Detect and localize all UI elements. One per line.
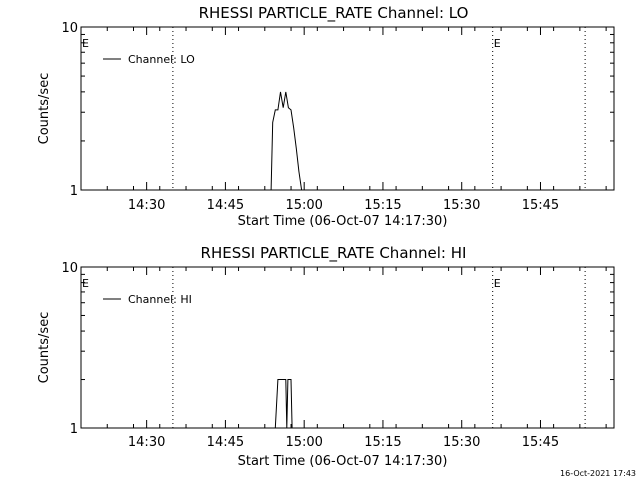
x-tick-label: 15:15 — [364, 435, 401, 450]
x-tick-label: 14:45 — [207, 198, 244, 213]
y-tick-label: 10 — [61, 21, 78, 36]
plot-frame — [80, 26, 615, 191]
chart-title: RHESSI PARTICLE_RATE Channel: LO — [199, 4, 469, 23]
x-tick-label: 15:45 — [522, 435, 559, 450]
y-tick-label: 1 — [70, 184, 78, 199]
panel-hi: RHESSI PARTICLE_RATE Channel: HI 14:30 14:… — [37, 244, 615, 469]
x-tick-label: 15:00 — [285, 435, 322, 450]
x-tick-label: 15:30 — [443, 435, 480, 450]
x-tick-label: 15:00 — [285, 198, 322, 213]
y-axis-label: Counts/sec — [37, 73, 52, 145]
footer-timestamp: 16-Oct-2021 17:43 — [560, 469, 636, 478]
legend-text: Channel: LO — [128, 53, 195, 66]
x-tick-label: 14:30 — [128, 198, 165, 213]
x-tick-label: 15:15 — [364, 198, 401, 213]
plot-frame — [80, 266, 615, 429]
x-axis-label: Start Time (06-Oct-07 14:17:30) — [238, 454, 448, 469]
y-tick-label: 10 — [61, 261, 78, 276]
marker-label: E — [494, 37, 501, 50]
marker-label: E — [494, 277, 501, 290]
series-line — [81, 91, 607, 191]
chart-title: RHESSI PARTICLE_RATE Channel: HI — [201, 244, 467, 263]
edge-label: E — [82, 277, 89, 290]
edge-label: E — [82, 37, 89, 50]
y-tick-label: 1 — [70, 422, 78, 437]
x-axis-label: Start Time (06-Oct-07 14:17:30) — [238, 214, 448, 229]
panel-lo: RHESSI PARTICLE_RATE Channel: LO 14:30 14:… — [37, 4, 615, 229]
series-line — [81, 379, 607, 429]
x-tick-label: 14:30 — [128, 435, 165, 450]
x-tick-label: 14:45 — [207, 435, 244, 450]
x-tick-label: 15:45 — [522, 198, 559, 213]
legend-text: Channel: HI — [128, 293, 192, 306]
x-tick-label: 15:30 — [443, 198, 480, 213]
y-axis-label: Counts/sec — [37, 312, 52, 384]
